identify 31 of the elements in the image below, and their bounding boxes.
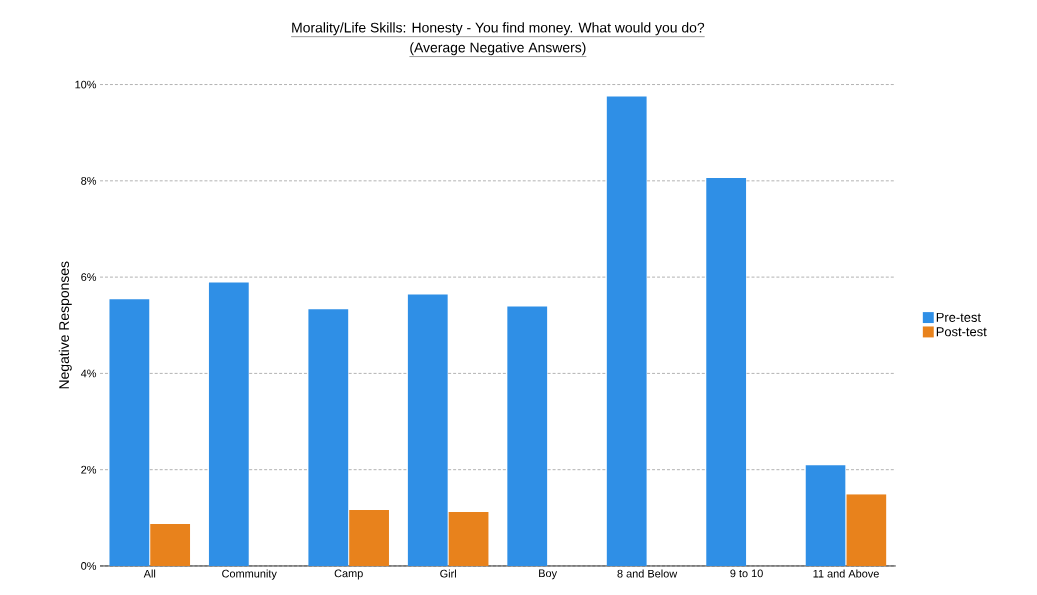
bar <box>606 96 647 567</box>
bar <box>507 306 548 567</box>
bar <box>846 494 887 567</box>
y-tick-label: 4% <box>80 369 97 378</box>
bar <box>805 465 846 567</box>
x-tick-label: Girl <box>440 569 456 578</box>
bar <box>407 294 448 567</box>
y-tick-label: 10% <box>75 80 97 89</box>
x-tick-label: All <box>143 569 156 578</box>
chart-subtitle: (Average Negative Answers) <box>410 42 586 56</box>
legend-label: Post-test <box>936 327 987 337</box>
y-axis-title: Negative Responses <box>58 261 72 389</box>
x-tick-label: 11 and Above <box>813 569 879 578</box>
x-tick-label: Camp <box>334 569 363 580</box>
bar <box>208 282 249 567</box>
chart-title: Morality/Life Skills: Honesty - You find money. What would you do? <box>292 22 705 36</box>
y-tick-label: 0% <box>81 562 97 570</box>
x-tick-label: 8 and Below <box>617 569 678 578</box>
y-tick-label: 2% <box>81 465 97 474</box>
y-tick-label: 8% <box>81 177 97 185</box>
y-tick-label: 6% <box>81 273 97 282</box>
bar <box>448 512 489 567</box>
bar <box>349 510 389 567</box>
x-tick-label: Community <box>222 569 277 580</box>
legend-label: Pre-test <box>936 312 981 322</box>
x-tick-label: Boy <box>539 569 558 580</box>
bar <box>150 524 191 567</box>
bar <box>706 178 747 567</box>
x-tick-label: 9 to 10 <box>730 569 763 578</box>
bar <box>308 309 349 567</box>
bar <box>109 299 150 567</box>
